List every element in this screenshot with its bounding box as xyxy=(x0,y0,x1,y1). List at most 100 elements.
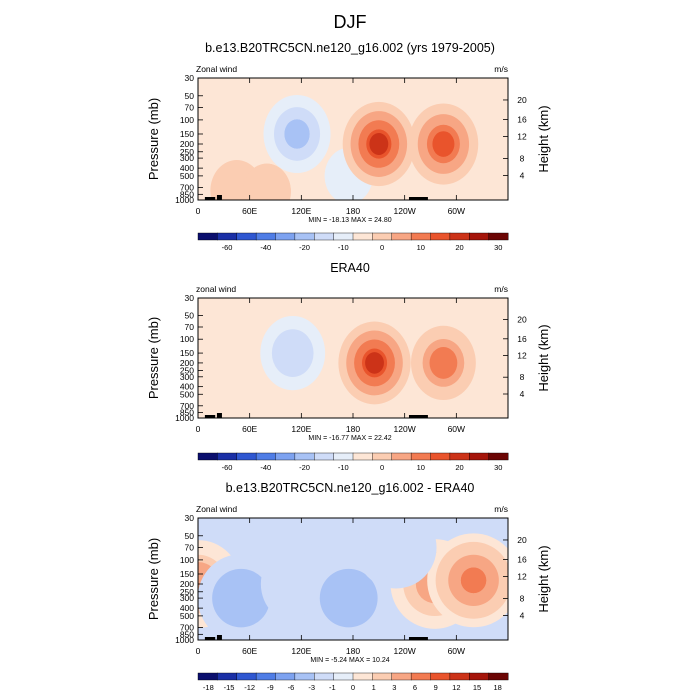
colorbar-swatch xyxy=(469,672,490,681)
panel-title: b.e13.B20TRC5CN.ne120_g16.002 (yrs 1979-… xyxy=(205,41,495,55)
right-tick-label: 12 xyxy=(517,132,527,142)
colorbar-swatch xyxy=(410,672,431,681)
min-max-stats: MIN = -18.13 MAX = 24.80 xyxy=(308,217,391,224)
panel-variable-label: Zonal wind xyxy=(196,64,237,74)
x-tick-label: 180 xyxy=(346,424,360,434)
colorbar-swatch xyxy=(430,452,451,461)
right-tick-label: 4 xyxy=(520,171,525,181)
x-tick-label: 120W xyxy=(394,424,416,434)
contour-region xyxy=(460,567,487,594)
colorbar-label: -9 xyxy=(267,683,274,692)
colorbar-label: 10 xyxy=(417,463,425,472)
contour-region xyxy=(432,131,455,157)
panel-title: b.e13.B20TRC5CN.ne120_g16.002 - ERA40 xyxy=(226,481,475,495)
colorbar-swatch xyxy=(372,672,393,681)
colorbar-swatch xyxy=(275,232,296,241)
colorbar-swatch xyxy=(333,672,354,681)
contour-region xyxy=(242,163,291,200)
topography-mark xyxy=(204,415,216,418)
contour-region xyxy=(219,576,263,621)
colorbar-swatch xyxy=(352,452,373,461)
right-axis-label: Height (km) xyxy=(536,105,551,172)
panel-variable-label: Zonal wind xyxy=(196,504,237,514)
colorbar-label: -6 xyxy=(288,683,295,692)
colorbar-label: 20 xyxy=(455,463,463,472)
min-max-stats: MIN = -16.77 MAX = 22.42 xyxy=(308,435,391,442)
y-tick-label: 300 xyxy=(180,372,194,382)
colorbar-swatch xyxy=(255,672,276,681)
colorbar-label: 18 xyxy=(493,683,501,692)
colorbar-swatch xyxy=(255,452,276,461)
right-tick-label: 8 xyxy=(520,154,525,164)
right-tick-label: 16 xyxy=(517,334,527,344)
colorbar-swatch xyxy=(197,452,218,461)
y-tick-label: 400 xyxy=(180,163,194,173)
x-tick-label: 0 xyxy=(196,424,201,434)
colorbar-swatch xyxy=(236,452,257,461)
x-tick-label: 180 xyxy=(346,646,360,656)
right-tick-label: 20 xyxy=(517,315,527,325)
panel-units-label: m/s xyxy=(494,284,508,294)
figure-title: DJF xyxy=(334,12,367,32)
colorbar-label: -40 xyxy=(260,243,271,252)
y-axis-label: Pressure (mb) xyxy=(146,317,161,399)
y-tick-label: 50 xyxy=(185,91,195,101)
colorbar-label: 12 xyxy=(452,683,460,692)
colorbar-swatch xyxy=(275,452,296,461)
topography-mark xyxy=(408,415,428,418)
right-tick-label: 16 xyxy=(517,114,527,124)
colorbar-swatch xyxy=(236,672,257,681)
right-axis-label: Height (km) xyxy=(536,324,551,391)
colorbar-swatch xyxy=(372,232,393,241)
colorbar-swatch xyxy=(197,232,218,241)
y-tick-label: 500 xyxy=(180,611,194,621)
colorbar-label: -20 xyxy=(299,243,310,252)
y-tick-label: 1000 xyxy=(175,413,194,423)
y-tick-label: 100 xyxy=(180,115,194,125)
topography-mark xyxy=(408,197,428,200)
contour-region xyxy=(284,119,310,149)
x-tick-label: 0 xyxy=(196,206,201,216)
colorbar-swatch xyxy=(449,452,470,461)
colorbar-swatch xyxy=(197,672,218,681)
contour-region xyxy=(365,352,384,374)
contour-region xyxy=(429,347,458,379)
colorbar-swatch xyxy=(314,672,335,681)
y-tick-label: 150 xyxy=(180,129,194,139)
colorbar-swatch xyxy=(410,232,431,241)
colorbar-swatch xyxy=(488,672,509,681)
colorbar-swatch xyxy=(275,672,296,681)
colorbar-label: 20 xyxy=(455,243,463,252)
colorbar-swatch xyxy=(352,232,373,241)
min-max-stats: MIN = -5.24 MAX = 10.24 xyxy=(310,657,389,664)
y-tick-label: 700 xyxy=(180,623,194,633)
colorbar-label: 1 xyxy=(372,683,376,692)
y-tick-label: 70 xyxy=(185,102,195,112)
colorbar-swatch xyxy=(469,232,490,241)
y-tick-label: 150 xyxy=(180,348,194,358)
colorbar-swatch xyxy=(217,232,238,241)
topography-mark xyxy=(408,637,428,640)
colorbar-label: -12 xyxy=(244,683,255,692)
x-tick-label: 60E xyxy=(242,206,257,216)
colorbar-label: 30 xyxy=(494,243,502,252)
panel-units-label: m/s xyxy=(494,64,508,74)
colorbar-swatch xyxy=(217,452,238,461)
colorbar-swatch xyxy=(488,232,509,241)
colorbar-label: 10 xyxy=(417,243,425,252)
y-tick-label: 250 xyxy=(180,366,194,376)
colorbar-swatch xyxy=(488,452,509,461)
y-tick-label: 300 xyxy=(180,153,194,163)
colorbar-swatch xyxy=(294,452,315,461)
panel-variable-label: zonal wind xyxy=(196,284,236,294)
y-tick-label: 200 xyxy=(180,579,194,589)
y-axis-label: Pressure (mb) xyxy=(146,538,161,620)
y-tick-label: 30 xyxy=(185,293,195,303)
x-tick-label: 180 xyxy=(346,206,360,216)
y-tick-label: 200 xyxy=(180,139,194,149)
y-axis-label: Pressure (mb) xyxy=(146,98,161,180)
colorbar-label: -60 xyxy=(222,243,233,252)
colorbar-swatch xyxy=(372,452,393,461)
colorbar-swatch xyxy=(294,672,315,681)
